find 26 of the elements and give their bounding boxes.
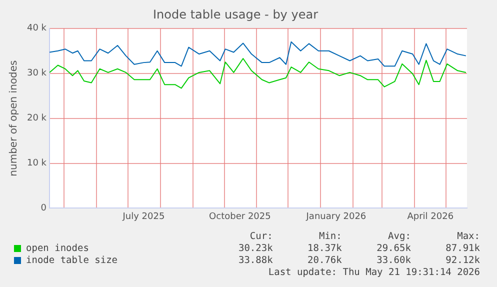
text: 29.65k bbox=[376, 243, 412, 255]
text: Avg: bbox=[387, 231, 412, 243]
y-tick-label: 0 bbox=[40, 204, 47, 214]
legend-label: open inodes bbox=[25, 243, 90, 255]
x-tick-label: October 2025 bbox=[209, 212, 271, 222]
text: Min: bbox=[318, 231, 343, 243]
text: 20.76k bbox=[306, 255, 343, 267]
text: 33.60k bbox=[376, 255, 412, 267]
text: 92.12k bbox=[444, 255, 481, 267]
x-tick-label: April 2026 bbox=[407, 212, 454, 222]
text: Max: bbox=[456, 231, 481, 243]
x-tick-label: January 2026 bbox=[305, 212, 366, 222]
chart-title: Inode table usage - by year bbox=[153, 7, 318, 22]
text: 30.23k bbox=[237, 243, 274, 255]
y-tick-label: 30 k bbox=[26, 68, 48, 79]
text: 18.37k bbox=[306, 243, 343, 255]
text: Last update: Thu May 21 19:31:14 2026 bbox=[267, 267, 481, 279]
text: Cur: bbox=[248, 231, 274, 243]
y-tick-label: 20 k bbox=[26, 114, 48, 124]
text: 33.88k bbox=[237, 255, 274, 267]
legend-label: inode table size bbox=[25, 255, 119, 267]
y-axis-title: number of open inodes bbox=[8, 60, 20, 176]
x-tick-label: July 2025 bbox=[122, 212, 165, 222]
y-tick-label: 40 k bbox=[26, 24, 48, 34]
text: 87.91k bbox=[444, 243, 481, 255]
y-tick-label: 10 k bbox=[26, 158, 48, 169]
